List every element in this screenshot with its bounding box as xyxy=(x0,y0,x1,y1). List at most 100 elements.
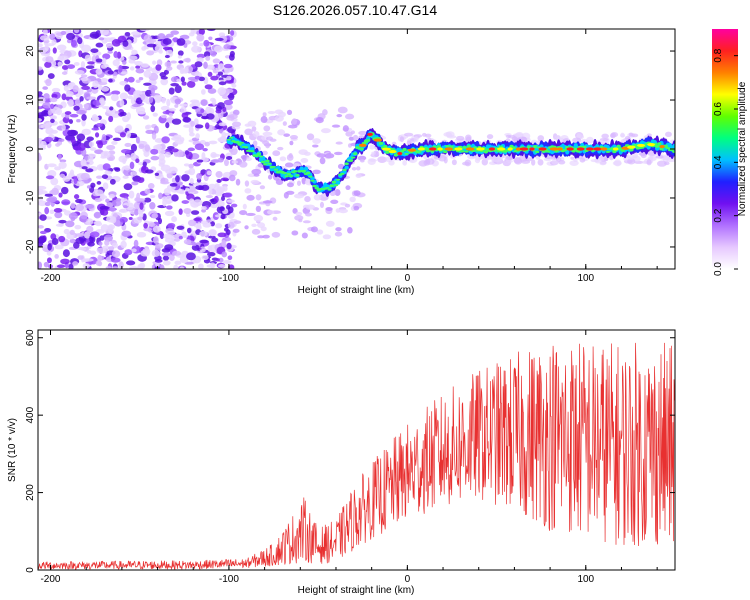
snr-ylabel: SNR (10 * v/v) xyxy=(7,418,18,482)
noise-speckle xyxy=(156,59,163,66)
noise-speckle xyxy=(223,44,231,50)
noise-speckle xyxy=(174,85,182,94)
noise-speckle xyxy=(208,140,218,145)
noise-speckle xyxy=(93,221,99,225)
noise-speckle xyxy=(358,130,368,136)
noise-speckle xyxy=(228,93,235,101)
y-tick-label: 600 xyxy=(25,329,36,346)
noise-speckle xyxy=(201,255,209,261)
ridge-segment xyxy=(365,139,371,142)
noise-speckle xyxy=(295,211,303,216)
noise-speckle xyxy=(345,185,351,191)
noise-speckle xyxy=(191,242,197,247)
noise-speckle xyxy=(50,103,55,110)
noise-speckle xyxy=(257,235,265,239)
noise-speckle xyxy=(224,227,229,232)
ridge-segment xyxy=(545,150,551,153)
noise-speckle xyxy=(51,38,57,46)
noise-speckle xyxy=(336,114,343,118)
ridge-segment xyxy=(669,148,675,152)
noise-speckle xyxy=(68,119,74,124)
noise-speckle xyxy=(267,110,276,115)
noise-speckle xyxy=(87,241,95,247)
noise-speckle xyxy=(304,196,311,203)
ridge-segment xyxy=(385,150,390,154)
noise-speckle xyxy=(39,230,47,235)
noise-speckle xyxy=(360,159,365,163)
ridge-segment xyxy=(239,141,244,144)
ridge-segment xyxy=(616,144,621,148)
noise-speckle xyxy=(201,208,207,213)
noise-speckle xyxy=(122,60,127,65)
noise-speckle xyxy=(324,153,335,159)
noise-speckle xyxy=(356,166,361,171)
noise-speckle xyxy=(102,182,109,190)
ridge-halo xyxy=(505,159,513,164)
ridge-halo xyxy=(377,156,387,164)
noise-speckle xyxy=(119,132,126,138)
noise-speckle xyxy=(159,264,165,269)
noise-speckle xyxy=(154,259,163,263)
x-tick-label: -100 xyxy=(219,574,239,585)
noise-speckle xyxy=(347,227,353,234)
noise-speckle xyxy=(111,39,121,47)
noise-speckle xyxy=(38,106,44,110)
noise-speckle xyxy=(335,208,341,213)
noise-speckle xyxy=(217,63,225,71)
noise-speckle xyxy=(208,187,213,196)
noise-speckle xyxy=(192,182,200,186)
noise-speckle xyxy=(294,214,304,221)
noise-speckle xyxy=(190,29,195,35)
noise-speckle xyxy=(38,140,44,147)
snr-marks xyxy=(38,342,675,570)
noise-speckle xyxy=(306,133,315,141)
noise-speckle xyxy=(55,143,61,147)
noise-speckle xyxy=(158,192,163,200)
noise-speckle xyxy=(189,177,194,185)
noise-speckle xyxy=(221,131,227,138)
ridge-segment xyxy=(535,150,540,154)
noise-speckle xyxy=(166,205,173,210)
noise-speckle xyxy=(305,204,316,210)
ridge-segment xyxy=(228,136,234,139)
noise-speckle xyxy=(250,179,260,185)
ridge-peak xyxy=(408,148,417,152)
ridge-segment xyxy=(226,138,232,141)
noise-speckle xyxy=(146,50,155,56)
noise-speckle xyxy=(205,55,211,61)
noise-speckle xyxy=(251,223,257,227)
noise-speckle xyxy=(145,124,152,129)
noise-speckle xyxy=(100,209,109,216)
noise-speckle xyxy=(39,214,47,221)
noise-speckle xyxy=(244,180,250,187)
noise-speckle xyxy=(44,207,50,215)
noise-speckle xyxy=(159,71,167,78)
noise-speckle xyxy=(58,235,66,243)
x-tick-label: 100 xyxy=(577,273,594,284)
noise-speckle xyxy=(105,198,110,203)
noise-speckle xyxy=(316,153,327,158)
noise-speckle xyxy=(89,147,97,151)
noise-speckle xyxy=(163,188,171,196)
noise-speckle xyxy=(226,75,232,81)
noise-speckle xyxy=(130,134,138,139)
ridge-halo xyxy=(451,159,457,166)
colorbar-gradient xyxy=(712,29,738,269)
noise-speckle xyxy=(77,142,86,151)
x-tick-label: 0 xyxy=(405,273,411,284)
ridge-peak xyxy=(367,132,373,137)
noise-speckle xyxy=(284,162,294,168)
noise-speckle xyxy=(165,122,170,129)
snr-series-line xyxy=(38,342,675,570)
noise-speckle xyxy=(124,142,132,148)
noise-speckle xyxy=(291,230,299,236)
noise-speckle xyxy=(193,217,202,222)
ridge-halo xyxy=(486,134,494,140)
ridge-segment xyxy=(340,172,345,175)
noise-speckle xyxy=(162,260,171,266)
ridge-peak xyxy=(465,147,475,151)
noise-speckle xyxy=(312,169,321,175)
noise-speckle xyxy=(45,175,55,180)
noise-speckle xyxy=(190,120,195,127)
ridge-segment xyxy=(562,148,568,152)
